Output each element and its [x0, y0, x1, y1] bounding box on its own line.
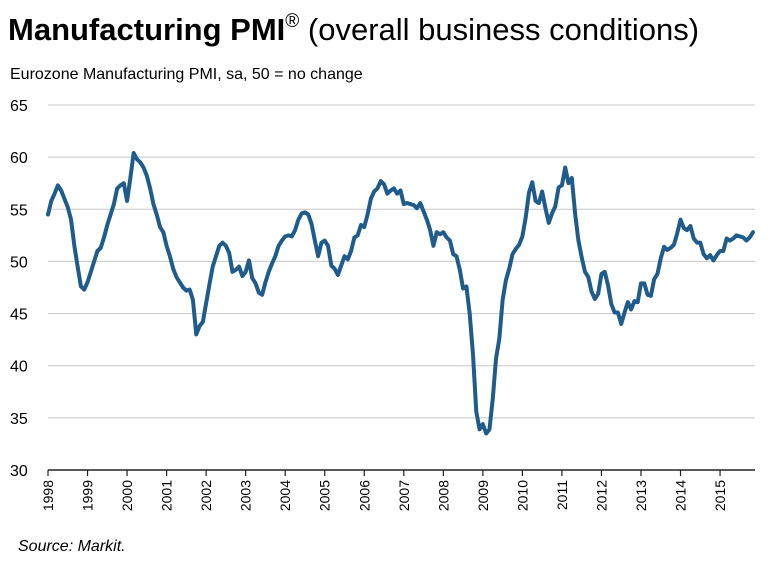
- x-tick-label: 2007: [396, 480, 412, 511]
- x-tick-label: 2010: [514, 480, 530, 511]
- x-tick-label: 1998: [40, 480, 56, 511]
- x-tick-label: 2006: [356, 480, 372, 511]
- x-tick-label: 1999: [80, 480, 96, 511]
- x-tick-label: 2005: [317, 480, 333, 511]
- source-note: Source: Markit.: [18, 538, 126, 555]
- y-tick-label: 40: [10, 359, 28, 376]
- x-tick-label: 2003: [238, 480, 254, 511]
- x-tick-label: 2011: [554, 480, 570, 510]
- x-tick-label: 2013: [633, 480, 649, 511]
- x-tick-label: 2009: [475, 480, 491, 511]
- x-tick-label: 2014: [673, 480, 689, 511]
- x-tick-label: 2015: [712, 480, 728, 511]
- x-tick-label: 2002: [198, 480, 214, 511]
- x-tick-label: 2001: [159, 480, 175, 511]
- x-tick-label: 2008: [435, 480, 451, 511]
- pmi-line: [46, 150, 755, 436]
- y-tick-label: 30: [10, 463, 28, 480]
- x-tick-label: 2004: [277, 480, 293, 511]
- y-tick-label: 55: [10, 202, 28, 219]
- y-tick-label: 45: [10, 307, 28, 324]
- title-suffix: (overall business conditions): [299, 12, 699, 47]
- x-tick-label: 2012: [593, 480, 609, 511]
- y-tick-label: 60: [10, 150, 28, 167]
- y-tick-label: 65: [10, 98, 28, 115]
- plot-area: 30 35 40 45 50 55 60 65 1998 1999 2000 2001 2002 2003…: [10, 98, 755, 511]
- y-tick-label: 50: [10, 254, 28, 271]
- subtitle: Eurozone Manufacturing PMI, sa, 50 = no …: [10, 66, 363, 83]
- y-tick-label: 35: [10, 411, 28, 428]
- x-tick-label: 2000: [119, 480, 135, 511]
- chart-title: Manufacturing PMI® (overall business con…: [8, 11, 699, 47]
- title-main: Manufacturing PMI: [8, 12, 285, 47]
- title-mark: ®: [285, 11, 299, 32]
